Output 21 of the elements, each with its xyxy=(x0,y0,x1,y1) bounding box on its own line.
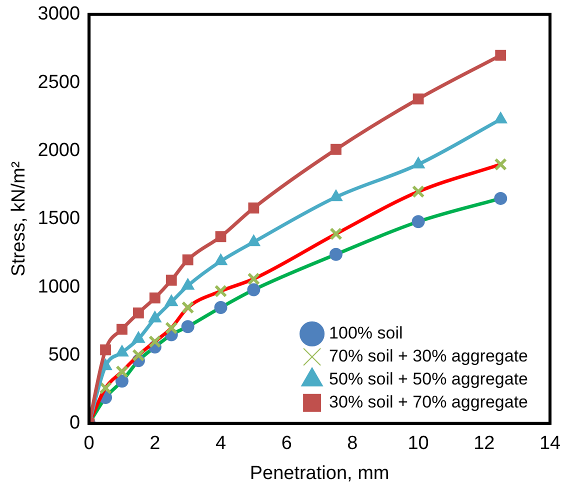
y-tick-label: 2000 xyxy=(38,140,80,161)
legend-label: 100% soil xyxy=(329,324,403,343)
y-tick-label: 1500 xyxy=(38,208,80,230)
x-tick-label: 0 xyxy=(84,433,94,454)
x-tick-label: 12 xyxy=(474,433,495,454)
x-tick-label: 8 xyxy=(347,433,358,454)
x-axis-title: Penetration, mm xyxy=(250,462,390,484)
y-tick-label: 0 xyxy=(69,412,80,434)
legend-label: 50% soil + 50% aggregate xyxy=(329,370,528,389)
x-tick-label: 6 xyxy=(281,433,292,454)
x-tick-label: 14 xyxy=(539,433,561,454)
y-tick-label: 500 xyxy=(48,344,80,366)
y-tick-label: 2500 xyxy=(38,72,80,93)
legend-label: 70% soil + 30% aggregate xyxy=(329,346,528,366)
x-tick-label: 2 xyxy=(150,433,160,454)
y-tick-label: 3000 xyxy=(38,4,80,25)
y-tick-label: 1000 xyxy=(38,276,80,298)
y-axis-title: Stress, kN/m² xyxy=(8,161,30,276)
legend-label: 30% soil + 70% aggregate xyxy=(329,392,528,412)
x-tick-label: 10 xyxy=(408,433,429,454)
x-tick-label: 4 xyxy=(215,433,226,454)
